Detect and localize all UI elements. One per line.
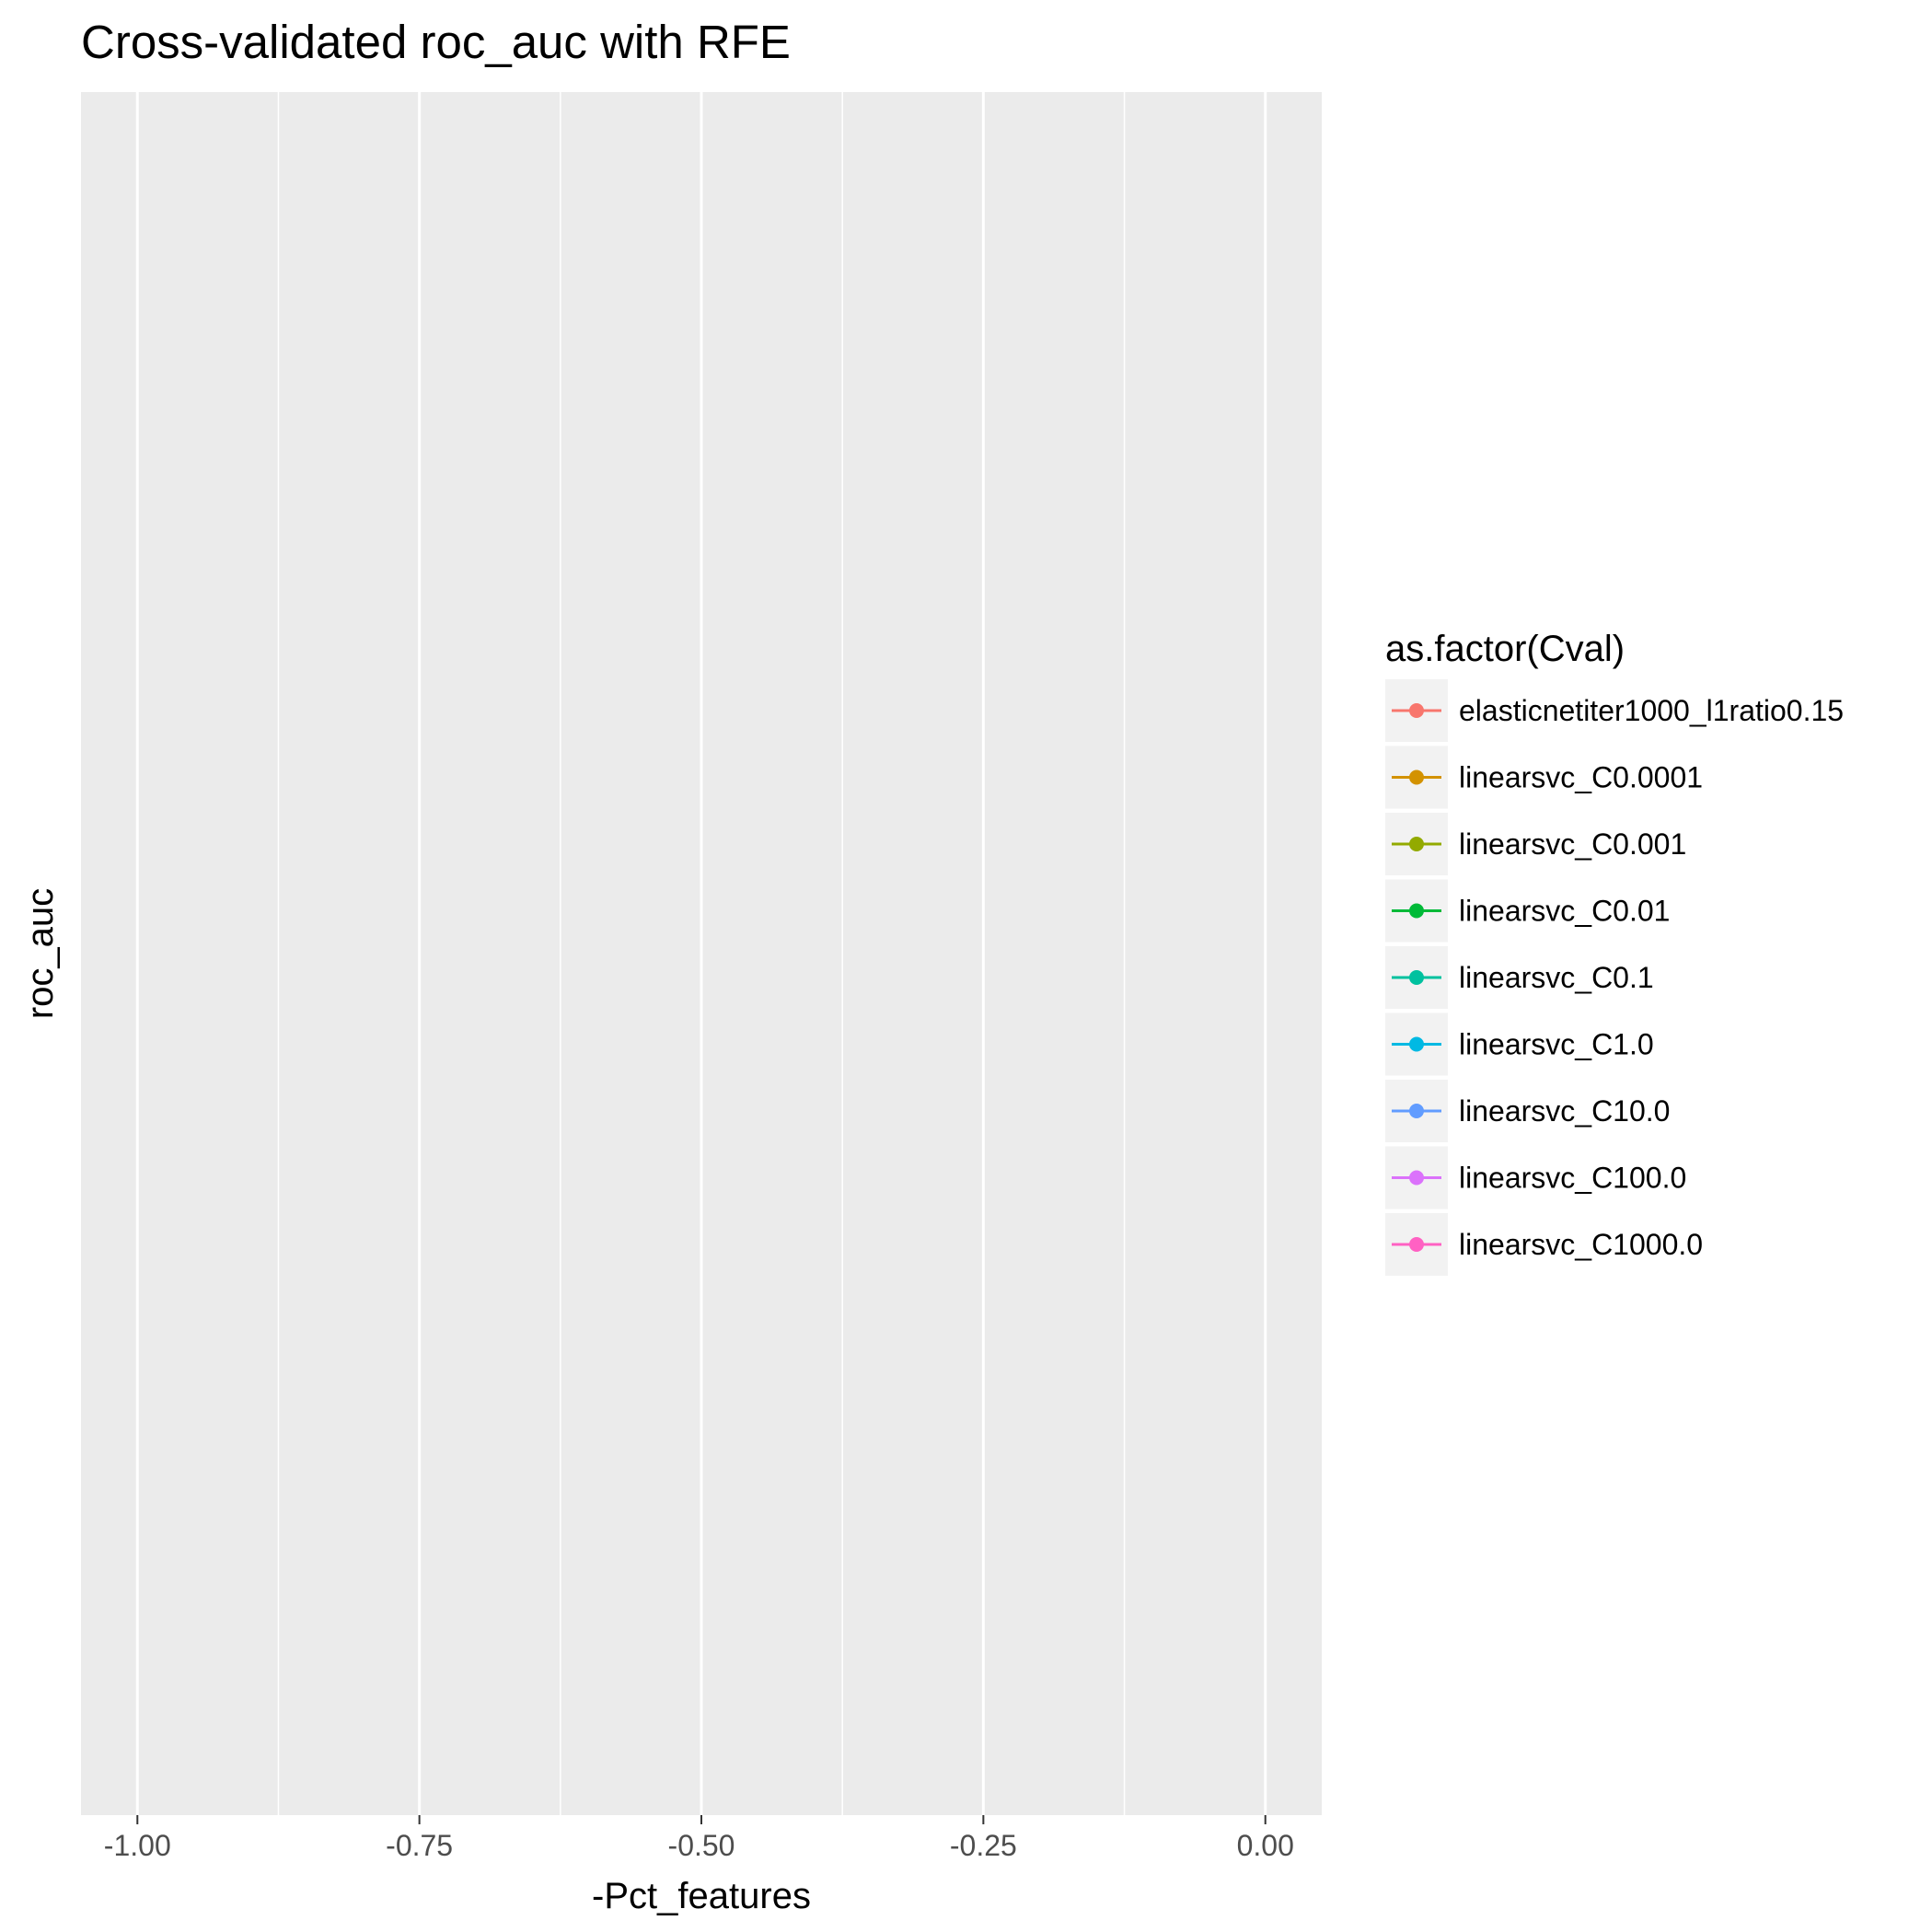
legend-key-point — [1409, 703, 1424, 718]
major-gridlines — [135, 92, 1267, 1815]
legend-title: as.factor(Cval) — [1385, 629, 1625, 669]
legend-key-point — [1409, 1104, 1424, 1118]
y-axis-title: roc_auc — [20, 888, 61, 1019]
legend-key-point — [1409, 970, 1424, 985]
x-tick-label: -0.50 — [668, 1829, 735, 1862]
legend-key-point — [1409, 769, 1424, 785]
legend-label: linearsvc_C0.0001 — [1459, 761, 1703, 794]
legend-label: linearsvc_C0.01 — [1459, 895, 1670, 928]
legend-label: linearsvc_C0.1 — [1459, 961, 1654, 994]
legend-label: linearsvc_C1.0 — [1459, 1028, 1654, 1061]
legend-label: linearsvc_C100.0 — [1459, 1162, 1686, 1195]
x-axis-tick-labels: -1.00 -0.75 -0.50 -0.25 0.00 — [104, 1829, 1294, 1862]
x-tick-label: -0.25 — [950, 1829, 1017, 1862]
legend-label: linearsvc_C1000.0 — [1459, 1228, 1703, 1261]
legend-label: linearsvc_C0.001 — [1459, 827, 1686, 861]
x-tick-label: 0.00 — [1237, 1829, 1294, 1862]
legend-label: elasticnetiter1000_l1ratio0.15 — [1459, 694, 1844, 727]
x-axis-ticks — [136, 1815, 1267, 1824]
x-tick-label: -1.00 — [104, 1829, 171, 1862]
x-axis-title: -Pct_features — [592, 1876, 811, 1916]
legend-label: linearsvc_C10.0 — [1459, 1094, 1670, 1128]
legend-key-point — [1409, 903, 1424, 919]
legend-key-point — [1409, 1170, 1424, 1186]
minor-gridlines — [277, 92, 1126, 1815]
legend-key-point — [1409, 837, 1424, 851]
legend-key-point — [1409, 1237, 1424, 1252]
legend-key-point — [1409, 1036, 1424, 1052]
legend: elasticnetiter1000_l1ratio0.15 linearsvc_… — [1385, 679, 1844, 1276]
x-tick-label: -0.75 — [386, 1829, 453, 1862]
chart-title: Cross-validated roc_auc with RFE — [81, 16, 791, 68]
